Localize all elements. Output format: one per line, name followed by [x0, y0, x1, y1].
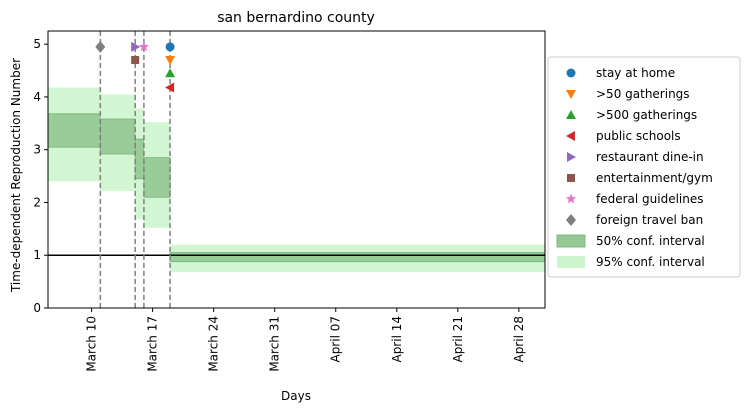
y-tick-label-4: 4 — [33, 90, 41, 104]
y-tick-label-1: 1 — [33, 248, 41, 262]
intervention-marker-5 — [131, 56, 140, 65]
intervention-marker-4 — [131, 41, 141, 52]
ci50-band-3 — [143, 157, 171, 198]
intervention-marker-2 — [165, 68, 176, 78]
x-tick-label-3: March 31 — [268, 316, 282, 372]
intervention-marker-1 — [165, 56, 176, 66]
y-tick-label-3: 3 — [33, 143, 41, 157]
legend-label-3: public schools — [596, 129, 681, 143]
ci50-band-0 — [47, 113, 101, 148]
legend-label-0: stay at home — [596, 66, 675, 80]
legend-label-5: entertainment/gym — [596, 171, 713, 185]
x-tick-label-4: April 07 — [329, 316, 343, 363]
x-tick-label-5: April 14 — [390, 316, 404, 363]
legend-ci-label-0: 50% conf. interval — [596, 234, 705, 248]
legend-marker-6 — [565, 193, 577, 204]
legend-marker-7 — [566, 214, 576, 226]
ci50-band-1 — [99, 118, 136, 155]
x-tick-label-6: April 21 — [451, 316, 465, 363]
intervention-marker-6 — [138, 41, 150, 52]
y-tick-label-5: 5 — [33, 37, 41, 51]
legend-label-2: >500 gatherings — [596, 108, 697, 122]
legend-ci-swatch-1 — [557, 256, 585, 268]
legend-ci-swatch-0 — [556, 234, 586, 248]
x-tick-label-1: March 17 — [146, 316, 160, 372]
legend-marker-1 — [566, 90, 576, 99]
axes-frame — [47, 30, 546, 309]
legend-marker-5 — [567, 174, 575, 182]
legend-marker-4 — [567, 152, 576, 162]
legend-label-1: >50 gatherings — [596, 87, 690, 101]
legend-label-7: foreign travel ban — [596, 213, 703, 227]
legend-marker-0 — [566, 68, 576, 78]
x-axis-label: Days — [281, 389, 311, 403]
y-tick-label-2: 2 — [33, 195, 41, 209]
legend-marker-3 — [566, 131, 575, 141]
legend: stay at home >50 gatherings >500 gathering… — [547, 56, 741, 278]
intervention-marker-7 — [95, 40, 106, 53]
plot-area: 0 1 2 3 4 5 March 10 March 17 March 24 March 31 Ap… — [33, 30, 546, 372]
legend-box — [547, 56, 741, 278]
x-tick-label-7: April 28 — [512, 316, 526, 363]
x-tick-label-0: March 10 — [85, 316, 99, 372]
ci50-band-4 — [169, 252, 546, 263]
legend-label-4: restaurant dine-in — [596, 150, 704, 164]
legend-label-6: federal guidelines — [596, 192, 704, 206]
legend-marker-2 — [566, 110, 576, 119]
ci50-band-2 — [134, 138, 145, 180]
legend-ci-label-1: 95% conf. interval — [596, 255, 705, 269]
y-axis-label: Time-dependent Reproduction Number — [9, 58, 23, 293]
x-tick-label-2: March 24 — [207, 316, 221, 372]
intervention-marker-0 — [165, 42, 175, 52]
intervention-marker-3 — [165, 82, 175, 93]
chart-title: san bernardino county — [217, 10, 375, 26]
y-tick-label-0: 0 — [33, 301, 41, 315]
